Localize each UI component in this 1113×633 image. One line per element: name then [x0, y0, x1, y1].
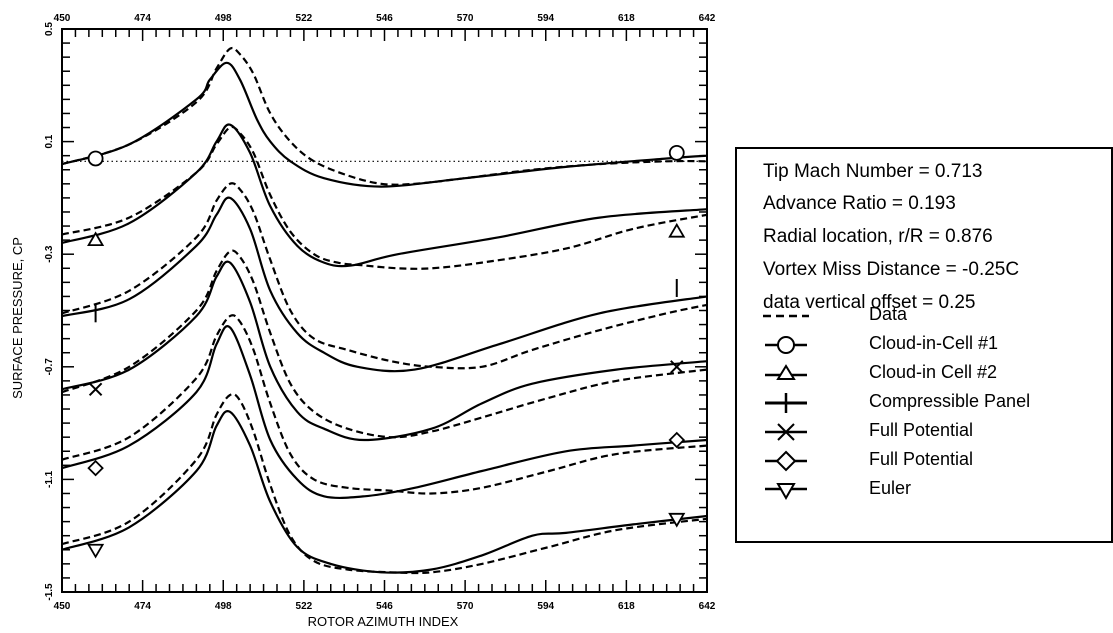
x-tick-label-bottom: 522 — [296, 601, 313, 612]
data-vertical-offset: data vertical offset = 0.25 — [763, 292, 976, 313]
tick-labels: 450 450 474 474 498 498 522 522 546 546 570 570 594 5… — [44, 13, 716, 612]
series-line-plus-3 — [61, 196, 708, 373]
x-tick-label-bottom: 570 — [457, 601, 474, 612]
radial-location: Radial location, r/R = 0.876 — [763, 226, 993, 247]
x-axis-title: ROTOR AZIMUTH INDEX — [308, 614, 459, 629]
series-line-data-0 — [61, 46, 708, 186]
x-tick-label-bottom: 546 — [376, 601, 393, 612]
data-overlay-line-4 — [61, 392, 708, 575]
legend-circle-icon — [765, 336, 807, 354]
x-tick-label-top: 522 — [296, 13, 313, 24]
legend-item-euler: Euler — [869, 478, 912, 498]
series-line-x-4 — [61, 260, 708, 442]
marker-circle — [668, 144, 685, 161]
x-tick-label-bottom: 474 — [134, 601, 151, 612]
series-line-diamond-5 — [61, 325, 708, 499]
legend-item-full-potential-x: Full Potential — [869, 420, 974, 440]
data-overlay-line-2 — [61, 249, 708, 439]
x-tick-label-top: 642 — [699, 13, 716, 24]
data-overlay-line-3 — [61, 314, 708, 495]
legend-x-icon — [765, 423, 807, 441]
pressure-chart: 450 450 474 474 498 498 522 522 546 546 570 570 594 5… — [10, 13, 716, 629]
x-tick-label-top: 474 — [134, 13, 151, 24]
y-tick-label: -1.1 — [44, 470, 55, 488]
x-tick-label-bottom: 450 — [54, 601, 71, 612]
series-lines — [61, 46, 708, 575]
legend-triangle-down-icon — [765, 483, 807, 501]
x-tick-label-bottom: 618 — [618, 601, 635, 612]
x-tick-label-top: 570 — [457, 13, 474, 24]
series-line-triangle-up-2 — [61, 123, 708, 268]
y-tick-label: 0.5 — [44, 22, 55, 36]
y-tick-label: -0.3 — [44, 245, 55, 263]
legend-dashed-line-icon — [763, 314, 809, 318]
data-overlay-line-0 — [61, 125, 708, 270]
legend-item-cloud-in-cell-2: Cloud-in Cell #2 — [869, 362, 998, 382]
x-tick-label-bottom: 594 — [537, 601, 554, 612]
marker-x-b — [88, 382, 103, 397]
vortex-miss-distance: Vortex Miss Distance = -0.25C — [763, 259, 1020, 280]
marker-triangle-up — [668, 222, 686, 238]
x-tick-label-bottom: 642 — [699, 601, 716, 612]
marker-triangle-down — [87, 543, 105, 559]
marker-diamond — [668, 431, 686, 449]
legend-item-full-potential-diamond: Full Potential — [869, 449, 974, 469]
legend-diamond-icon — [765, 450, 807, 472]
legend-item-compressible-panel: Compressible Panel — [869, 391, 1031, 411]
x-tick-label-top: 450 — [54, 13, 71, 24]
tip-mach-number: Tip Mach Number = 0.713 — [763, 161, 983, 182]
series-line-triangle-down-6 — [61, 409, 708, 574]
x-tick-label-top: 546 — [376, 13, 393, 24]
series-line-circle-1 — [61, 61, 708, 188]
y-axis-title: SURFACE PRESSURE, CP — [10, 237, 25, 399]
marker-x-b — [670, 360, 684, 374]
marker-circle — [87, 150, 104, 167]
y-tick-label: 0.1 — [44, 134, 55, 148]
x-tick-label-top: 618 — [618, 13, 635, 24]
legend-plus-icon — [765, 393, 807, 413]
legend-item-data: Data — [869, 304, 908, 324]
x-tick-label-bottom: 498 — [215, 601, 232, 612]
marker-triangle-up — [87, 231, 105, 247]
x-tick-label-top: 498 — [215, 13, 232, 24]
advance-ratio: Advance Ratio = 0.193 — [763, 193, 956, 214]
series-markers — [87, 144, 686, 559]
legend-triangle-up-icon — [765, 364, 807, 380]
legend-item-cloud-in-cell-1: Cloud-in-Cell #1 — [869, 333, 999, 353]
y-tick-label: -0.7 — [44, 358, 55, 376]
marker-triangle-down — [668, 512, 686, 528]
data-overlay-line-1 — [61, 182, 708, 370]
y-tick-label: -1.5 — [44, 583, 55, 601]
x-tick-label-top: 594 — [537, 13, 554, 24]
legend-box: Tip Mach Number = 0.713 Advance Ratio = … — [735, 147, 1113, 543]
marker-diamond — [87, 459, 104, 477]
